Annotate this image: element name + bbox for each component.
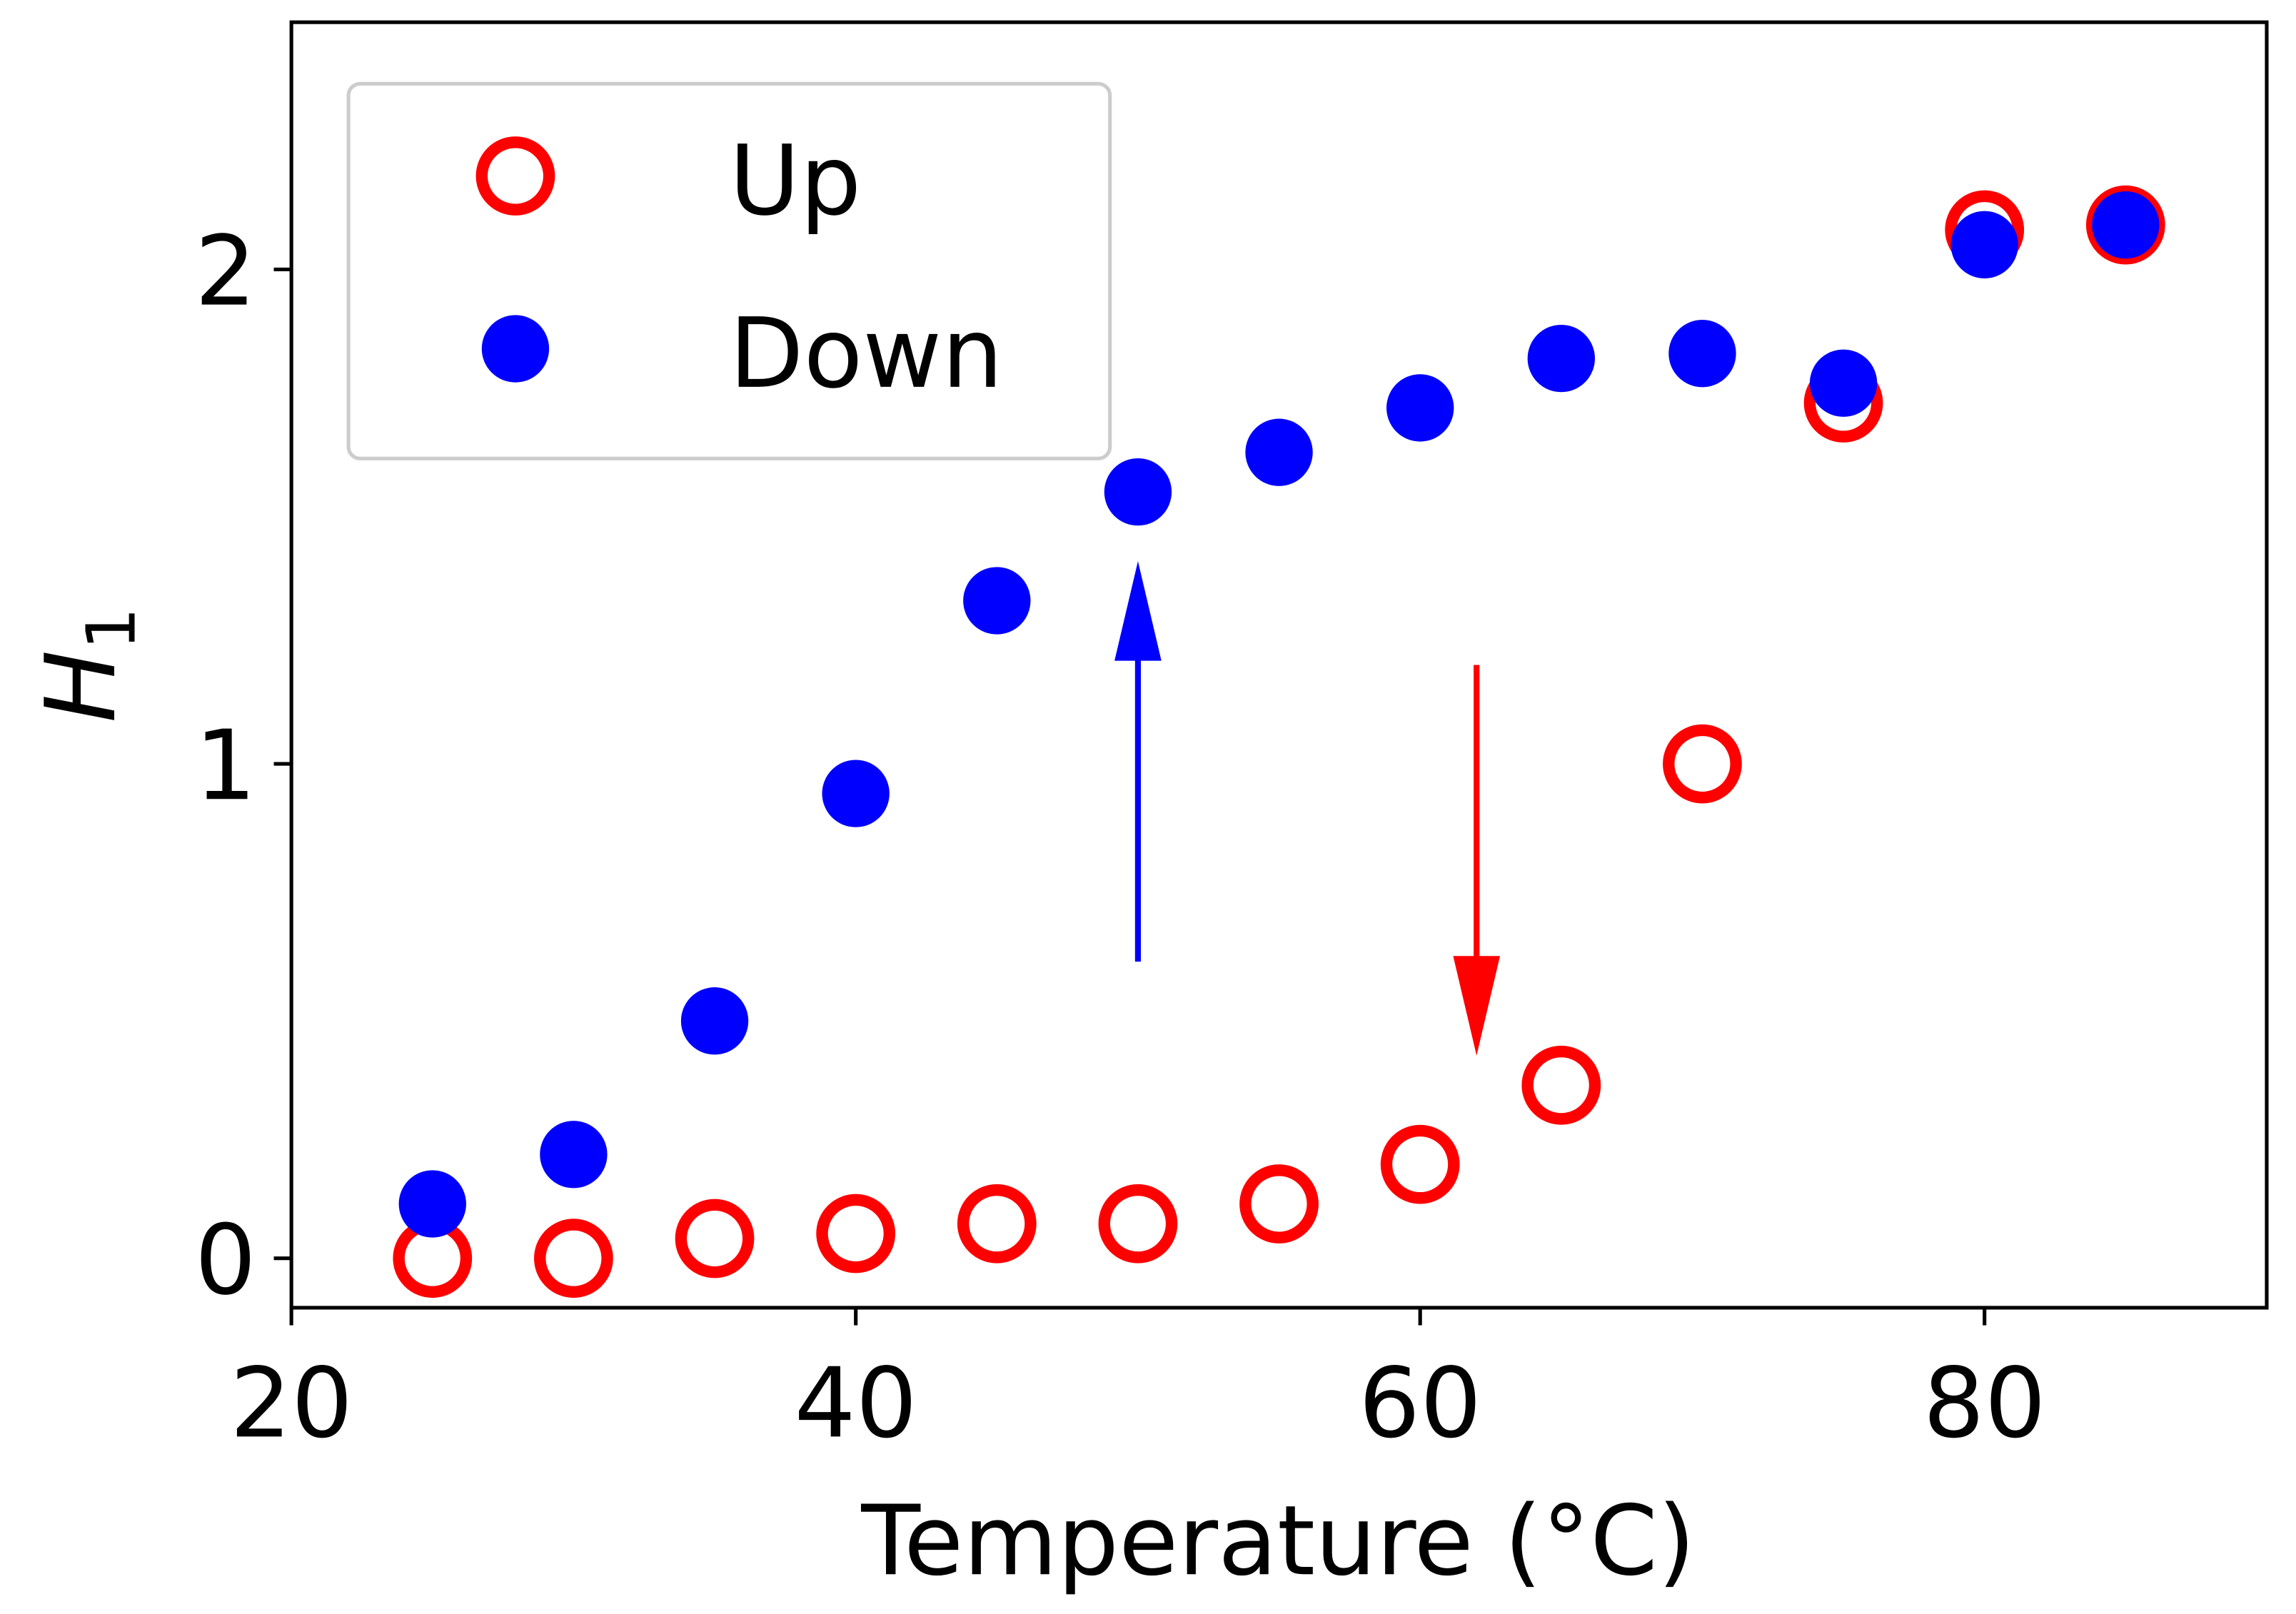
data-marks xyxy=(393,185,2165,1298)
plot-frame xyxy=(289,20,2269,1310)
point-up xyxy=(675,1199,755,1278)
point-up xyxy=(1098,1184,1178,1264)
point-down xyxy=(1668,320,1736,388)
point-down xyxy=(1527,324,1596,393)
legend-label-down: Down xyxy=(729,297,1003,410)
point-down xyxy=(680,987,749,1055)
point-up xyxy=(816,1194,896,1273)
x-axis: 20 40 60 80 xyxy=(230,1307,2046,1459)
y-axis-label: H1 xyxy=(24,607,151,723)
legend-marker-down xyxy=(481,315,550,383)
x-tick-label: 20 xyxy=(230,1346,353,1459)
point-up xyxy=(1380,1124,1460,1204)
point-down xyxy=(398,1170,466,1238)
x-axis-label: Temperature (°C) xyxy=(860,1484,1695,1597)
point-down xyxy=(1104,458,1172,526)
point-down xyxy=(1950,211,2018,279)
point-down xyxy=(2092,191,2160,259)
point-up xyxy=(1239,1164,1319,1244)
point-up xyxy=(957,1184,1037,1264)
y-tick-label: 0 xyxy=(195,1204,256,1316)
legend-marker-up xyxy=(475,136,555,216)
point-down xyxy=(963,567,1031,635)
y-axis-label-sub: 1 xyxy=(73,607,151,650)
point-down xyxy=(1386,374,1454,442)
legend: Up Down xyxy=(346,81,1112,460)
x-tick-label: 40 xyxy=(795,1346,917,1459)
point-down xyxy=(1245,418,1313,486)
point-up xyxy=(1521,1045,1601,1125)
y-axis-label-main: H xyxy=(24,650,137,723)
x-tick-label: 80 xyxy=(1923,1346,2046,1459)
y-tick-label: 2 xyxy=(195,215,256,328)
y-axis: 0 1 2 xyxy=(195,215,292,1316)
point-up xyxy=(534,1219,613,1298)
x-tick-label: 60 xyxy=(1359,1346,1481,1459)
annotations xyxy=(1114,561,1501,1056)
arrow-head xyxy=(1453,956,1501,1056)
legend-label-up: Up xyxy=(729,124,861,237)
point-down xyxy=(540,1121,608,1189)
point-down xyxy=(822,760,890,827)
arrow-head xyxy=(1114,561,1162,661)
point-up xyxy=(1663,724,1742,804)
point-down xyxy=(1809,349,1878,417)
y-tick-label: 1 xyxy=(195,709,256,822)
